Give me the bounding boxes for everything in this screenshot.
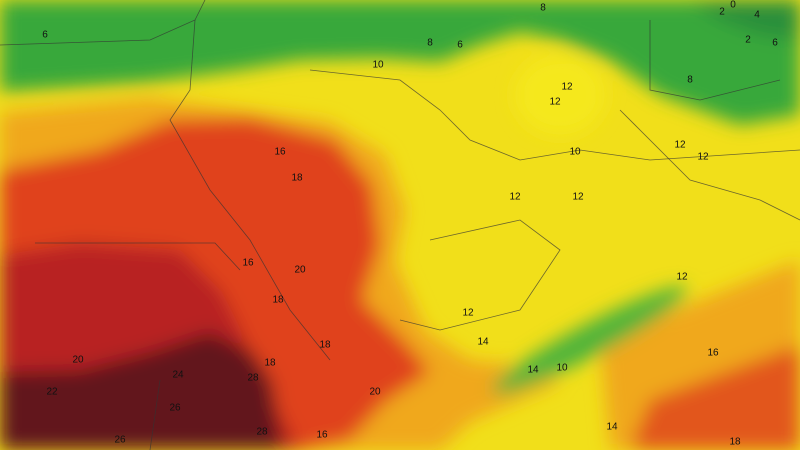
contour-label: 12 (462, 308, 474, 319)
contour-label: 8 (687, 75, 693, 86)
contour-label: 6 (772, 38, 778, 49)
contour-label: 8 (540, 3, 546, 14)
contour-label: 18 (729, 437, 741, 448)
contour-label: 2 (745, 35, 751, 46)
contour-label: 14 (606, 422, 618, 433)
contour-label: 8 (427, 38, 433, 49)
contour-label: 18 (272, 295, 284, 306)
contour-label: 26 (169, 403, 181, 414)
contour-label: 12 (697, 152, 709, 163)
contour-label: 10 (569, 147, 581, 158)
contour-label: 18 (291, 173, 303, 184)
contour-label: 22 (46, 387, 58, 398)
contour-label: 4 (754, 10, 760, 21)
contour-label: 28 (247, 373, 259, 384)
contour-label: 12 (674, 140, 686, 151)
contour-label: 10 (372, 60, 384, 71)
contour-label: 0 (730, 0, 736, 11)
contour-label: 28 (256, 427, 268, 438)
contour-label: 12 (561, 82, 573, 93)
contour-label: 16 (707, 348, 719, 359)
contour-label: 10 (556, 363, 568, 374)
contour-label: 14 (477, 337, 489, 348)
contour-label: 26 (114, 435, 126, 446)
contour-label: 20 (72, 355, 84, 366)
contour-label: 2 (719, 7, 725, 18)
contour-label: 12 (509, 192, 521, 203)
contour-label: 16 (242, 258, 254, 269)
contour-label: 18 (319, 340, 331, 351)
contour-label: 12 (572, 192, 584, 203)
contour-label: 20 (369, 387, 381, 398)
contour-label: 16 (274, 147, 286, 158)
contour-label: 24 (172, 370, 184, 381)
contour-label: 6 (42, 30, 48, 41)
contour-label: 14 (527, 365, 539, 376)
contour-label: 18 (264, 358, 276, 369)
contour-label: 16 (316, 430, 328, 441)
contour-label: 12 (549, 97, 561, 108)
contour-label: 12 (676, 272, 688, 283)
contour-label: 6 (457, 40, 463, 51)
contour-label: 20 (294, 265, 306, 276)
